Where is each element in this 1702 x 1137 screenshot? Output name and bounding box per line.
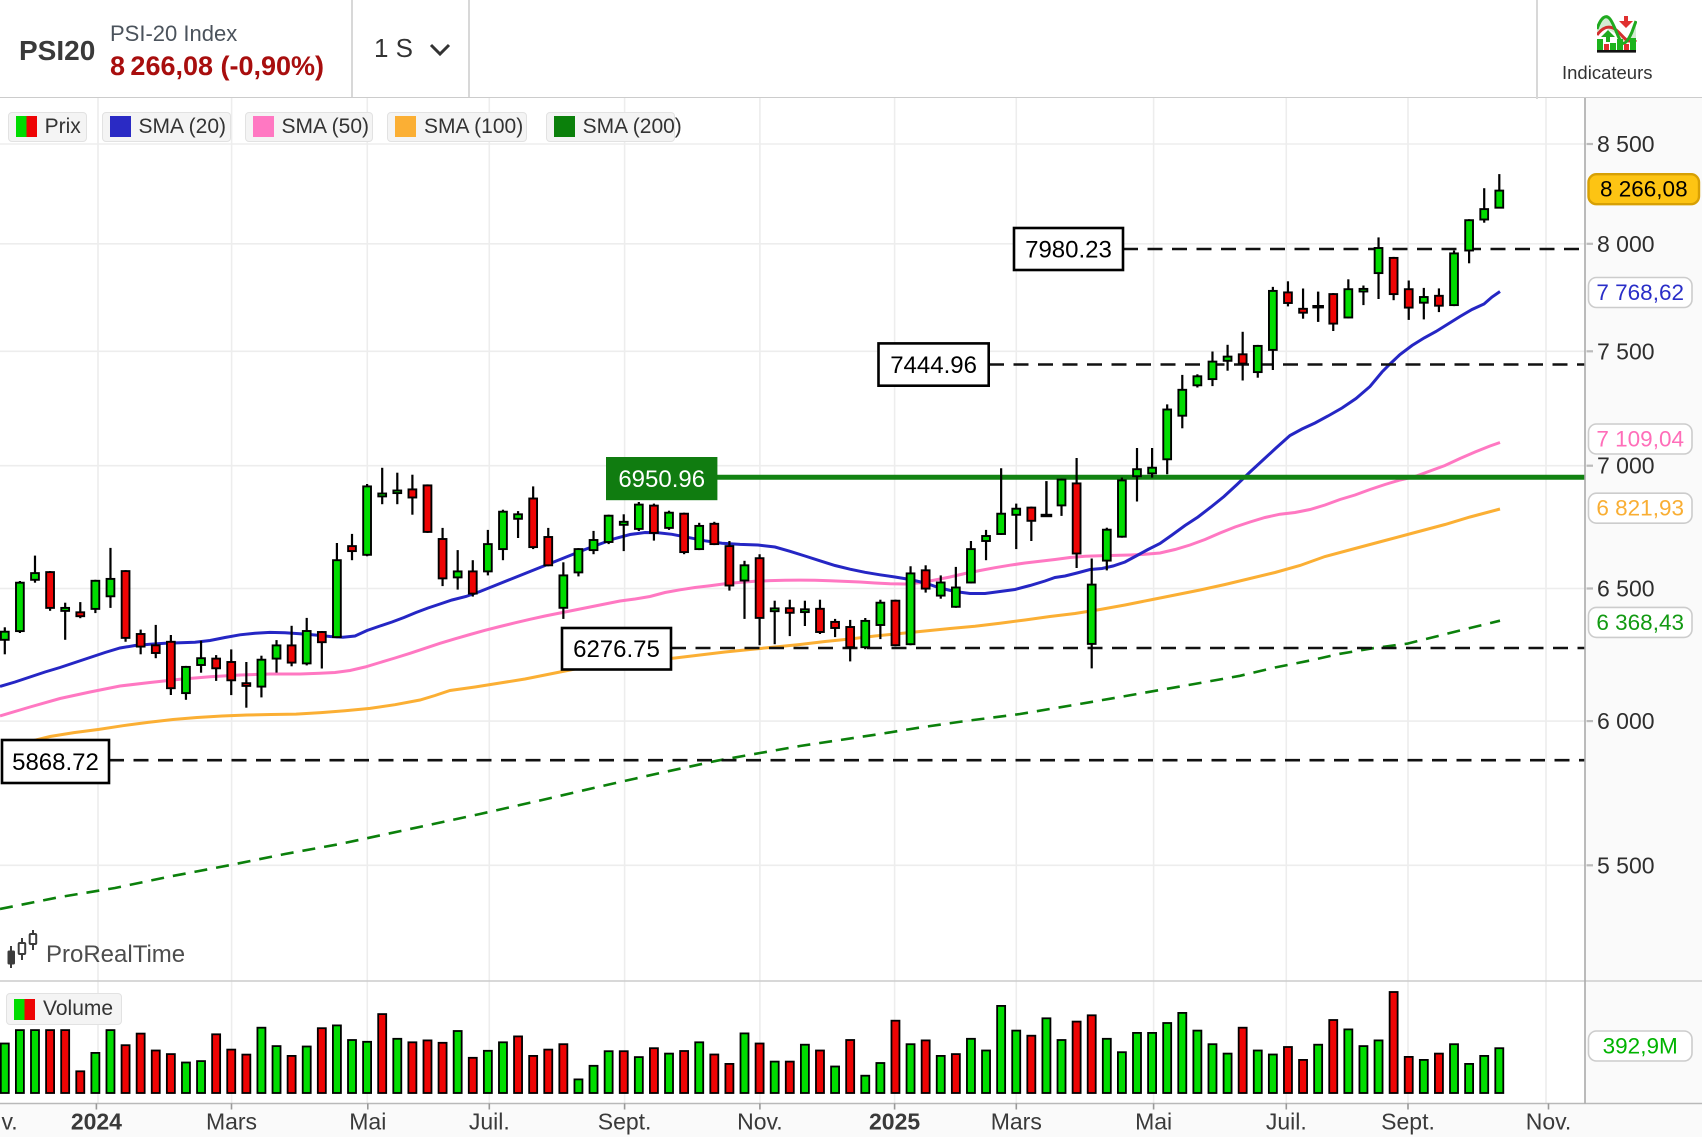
svg-text:Sept.: Sept. xyxy=(1381,1109,1435,1135)
svg-text:7 109,04: 7 109,04 xyxy=(1596,427,1684,452)
svg-text:8 266,08: 8 266,08 xyxy=(1600,177,1688,202)
svg-text:Nov.: Nov. xyxy=(737,1109,783,1135)
svg-text:Mars: Mars xyxy=(991,1109,1042,1135)
svg-text:2024: 2024 xyxy=(71,1109,122,1135)
svg-text:7 768,62: 7 768,62 xyxy=(1596,280,1684,305)
svg-text:7 000: 7 000 xyxy=(1597,453,1655,479)
svg-text:Mai: Mai xyxy=(349,1109,386,1135)
svg-text:6 821,93: 6 821,93 xyxy=(1596,496,1684,521)
svg-text:6 368,43: 6 368,43 xyxy=(1596,610,1684,635)
svg-text:5 500: 5 500 xyxy=(1597,852,1655,878)
svg-text:6276.75: 6276.75 xyxy=(573,636,660,663)
svg-text:6 500: 6 500 xyxy=(1597,576,1655,602)
svg-text:7444.96: 7444.96 xyxy=(890,352,977,379)
svg-text:v.: v. xyxy=(2,1109,18,1135)
svg-text:7980.23: 7980.23 xyxy=(1025,237,1112,264)
svg-text:Sept.: Sept. xyxy=(598,1109,652,1135)
svg-text:5868.72: 5868.72 xyxy=(12,749,99,776)
svg-text:7 500: 7 500 xyxy=(1597,338,1655,364)
svg-text:8 000: 8 000 xyxy=(1597,231,1655,257)
svg-text:Juil.: Juil. xyxy=(1266,1109,1307,1135)
svg-text:392,9M: 392,9M xyxy=(1603,1034,1678,1059)
svg-text:6 000: 6 000 xyxy=(1597,708,1655,734)
svg-text:ProRealTime: ProRealTime xyxy=(46,941,185,968)
svg-text:Juil.: Juil. xyxy=(469,1109,510,1135)
svg-text:2025: 2025 xyxy=(869,1109,920,1135)
svg-text:8 500: 8 500 xyxy=(1597,131,1655,157)
svg-text:Nov.: Nov. xyxy=(1526,1109,1572,1135)
svg-text:Mai: Mai xyxy=(1135,1109,1172,1135)
svg-text:Mars: Mars xyxy=(206,1109,257,1135)
svg-text:6950.96: 6950.96 xyxy=(618,466,705,493)
